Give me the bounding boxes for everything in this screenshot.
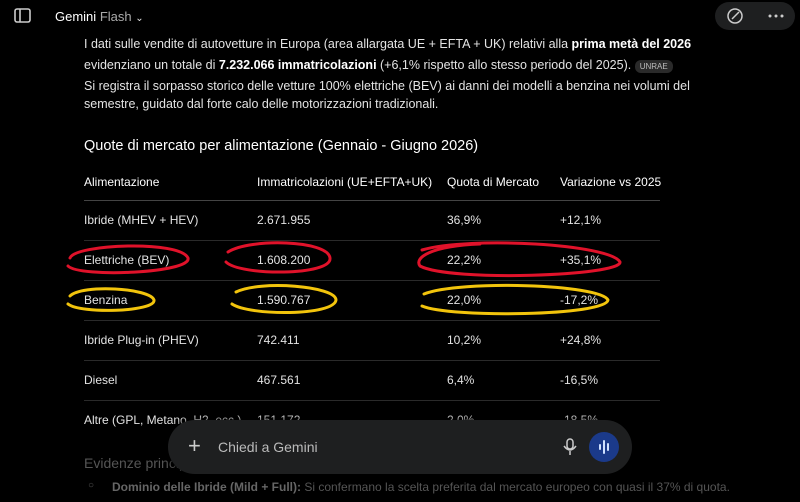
row-separator xyxy=(84,280,660,281)
row-separator xyxy=(84,200,660,201)
add-button[interactable]: + xyxy=(188,433,201,458)
sidebar-button[interactable] xyxy=(8,4,36,28)
paragraph: Si registra il sorpasso storico delle ve… xyxy=(84,79,690,111)
column-header: Immatricolazioni (UE+EFTA+UK) xyxy=(257,175,433,189)
model-selector[interactable]: Gemini Flash ⌄ xyxy=(55,9,144,24)
actions-icons[interactable] xyxy=(715,2,795,30)
column-header: Variazione vs 2025 xyxy=(560,175,662,189)
table-cell: 22,0% xyxy=(447,293,482,307)
sidebar-icon xyxy=(14,8,31,23)
top-actions xyxy=(715,2,795,30)
row-separator xyxy=(84,240,660,241)
table-cell: 22,2% xyxy=(447,253,482,267)
input-placeholder[interactable]: Chiedi a Gemini xyxy=(218,439,318,455)
caret: ⌄ xyxy=(135,13,144,24)
yellow-scribble xyxy=(66,287,156,312)
table-cell: 742.411 xyxy=(257,333,300,347)
app-name: Gemini xyxy=(55,9,97,24)
bold-text: Dominio delle Ibride (Mild + Full): xyxy=(112,480,301,494)
yellow-scribble xyxy=(420,283,610,316)
paragraph: I dati sulle vendite di autovetture in E… xyxy=(84,34,714,77)
table-cell: 36,9% xyxy=(447,213,482,227)
table-cell: Benzina xyxy=(84,293,128,307)
bold-text: prima metà del 2026 xyxy=(571,37,692,51)
row-separator xyxy=(84,320,660,321)
red-scribble xyxy=(224,241,332,274)
table-cell: Ibride Plug-in (PHEV) xyxy=(84,333,199,347)
table-cell: Ibride (MHEV + HEV) xyxy=(84,213,199,227)
row-separator xyxy=(84,400,660,401)
table-cell: 1.590.767 xyxy=(257,293,311,307)
text: evidenziano un totale di xyxy=(84,58,219,72)
column-header: Quota di Mercato xyxy=(447,175,540,189)
prompt-box[interactable]: + Chiedi a Gemini xyxy=(168,420,632,474)
section-heading: Quote di mercato per alimentazione (Genn… xyxy=(84,138,479,154)
voice-icon xyxy=(599,440,609,454)
row-separator xyxy=(84,360,660,361)
mic-button[interactable] xyxy=(560,437,580,457)
table-cell: Elettriche (BEV) xyxy=(84,253,170,267)
table-cell: +24,8% xyxy=(560,333,602,347)
table-cell: -17,2% xyxy=(560,293,599,307)
list-item: Dominio delle Ibride (Mild + Full): Si c… xyxy=(112,480,730,494)
table-cell: Diesel xyxy=(84,373,118,387)
voice-button[interactable] xyxy=(589,432,619,462)
bullet: ○ xyxy=(88,480,95,491)
text: I dati sulle vendite di autovetture in E… xyxy=(84,37,572,51)
table-cell: 1.608.200 xyxy=(257,253,311,267)
table-cell: +35,1% xyxy=(560,253,602,267)
table-cell: -16,5% xyxy=(560,373,599,387)
table-cell: 467.561 xyxy=(257,373,301,387)
table-cell: 2.671.955 xyxy=(257,213,311,227)
red-scribble xyxy=(417,241,622,278)
red-scribble xyxy=(66,244,190,275)
source-chip[interactable]: UNRAE xyxy=(634,60,673,73)
bold-text: 7.232.066 immatricolazioni xyxy=(218,58,377,72)
text: Si confermano la scelta preferita dal me… xyxy=(301,480,730,494)
yellow-scribble xyxy=(230,284,338,314)
model-name: Flash xyxy=(99,9,132,24)
table-cell: 6,4% xyxy=(447,373,475,387)
table-cell: +12,1% xyxy=(560,213,602,227)
text: (+6,1% rispetto allo stesso periodo del … xyxy=(376,58,632,72)
table-cell: 10,2% xyxy=(447,333,482,347)
column-header: Alimentazione xyxy=(84,175,160,189)
